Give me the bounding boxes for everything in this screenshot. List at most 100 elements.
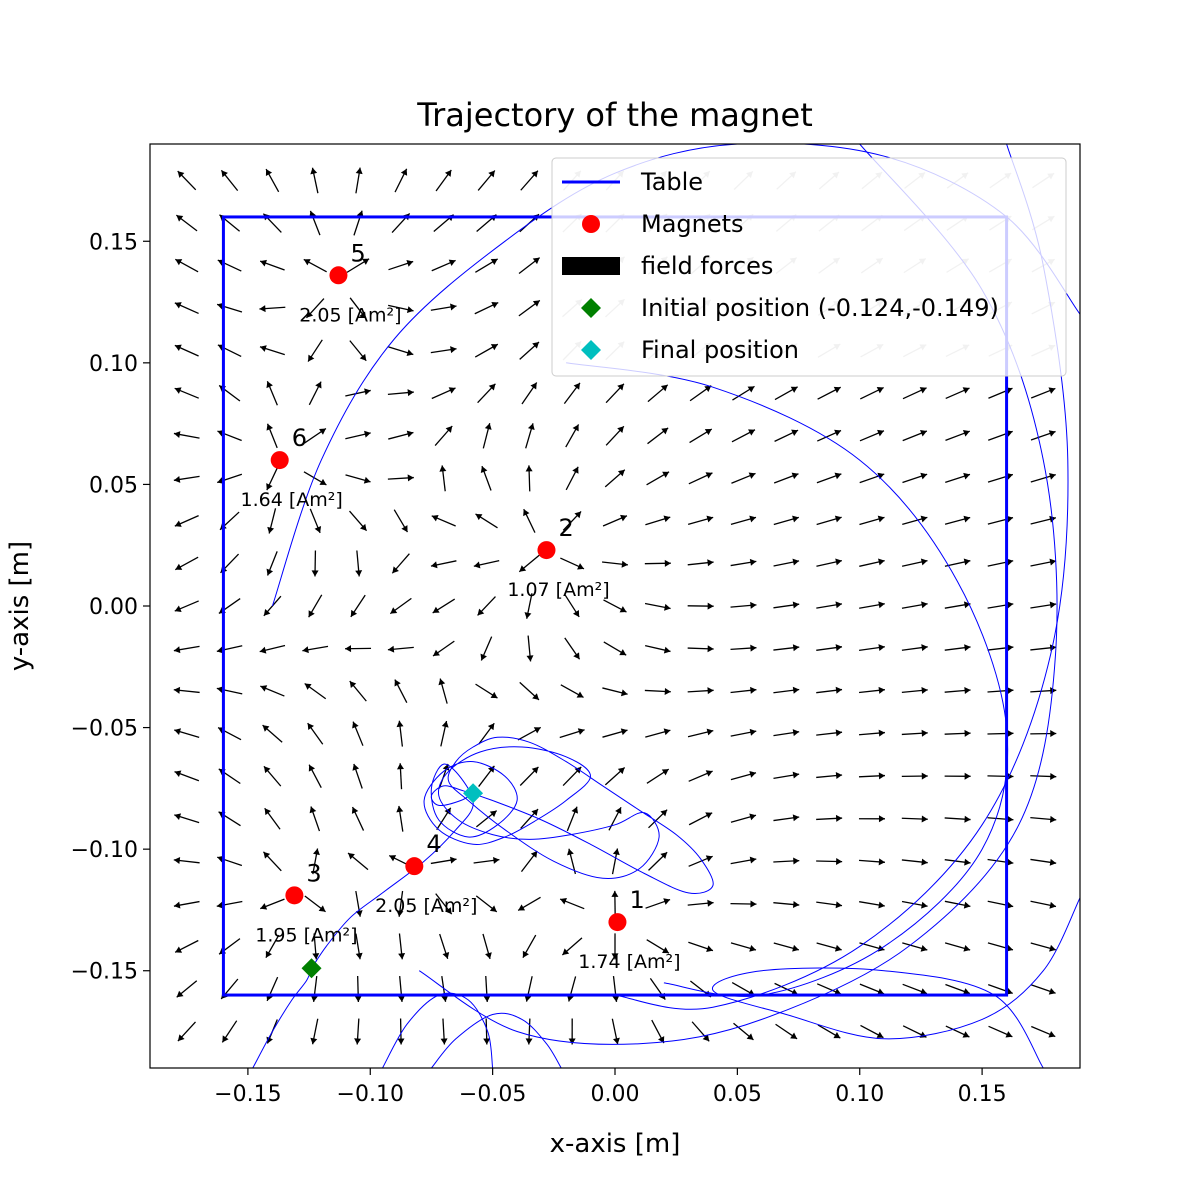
- field-arrow: [525, 1018, 533, 1045]
- field-arrow: [646, 471, 670, 486]
- field-arrow: [566, 806, 579, 832]
- field-arrow: [858, 858, 885, 866]
- field-arrow: [266, 380, 278, 406]
- field-arrow: [475, 513, 498, 529]
- legend-item: Final position: [581, 336, 799, 364]
- field-arrow: [902, 515, 928, 525]
- field-arrow: [526, 635, 534, 662]
- field-arrow: [475, 810, 498, 828]
- field-arrow: [173, 431, 200, 439]
- field-arrow: [304, 427, 327, 444]
- field-arrow: [473, 559, 500, 569]
- field-arrow: [520, 808, 539, 829]
- field-arrow: [309, 806, 321, 832]
- field-arrow: [396, 890, 404, 917]
- field-arrow: [216, 645, 243, 654]
- final-position-marker: [463, 783, 484, 804]
- field-arrow: [174, 600, 199, 612]
- magnet-5: [329, 266, 348, 285]
- magnet-1: [608, 913, 627, 932]
- field-arrow: [307, 339, 323, 362]
- field-arrow: [859, 386, 884, 400]
- field-arrow: [816, 729, 843, 737]
- field-arrow: [354, 975, 362, 1002]
- field-arrow: [477, 383, 496, 404]
- trajectory-outer-path: [252, 968, 312, 1068]
- field-arrow: [354, 1018, 362, 1045]
- field-arrow: [902, 429, 928, 442]
- field-arrow: [689, 428, 713, 444]
- field-arrow: [435, 169, 452, 192]
- field-arrow: [173, 900, 200, 909]
- legend-diamond-swatch: [581, 298, 601, 318]
- field-arrow: [312, 933, 320, 960]
- field-arrow: [310, 975, 318, 1002]
- chart-title: Trajectory of the magnet: [416, 96, 812, 134]
- field-arrow: [604, 469, 626, 488]
- field-arrow: [302, 645, 329, 654]
- field-arrow: [388, 304, 414, 314]
- field-arrow: [518, 299, 541, 317]
- markers: 1 1.74 [Am²] 2 1.07 [Am²] 3 1.95 [Am²] 4 2.05 […: [241, 239, 681, 979]
- field-arrow: [391, 553, 410, 574]
- magnet-5-moment: 2.05 [Am²]: [299, 304, 401, 326]
- field-arrow: [561, 937, 583, 956]
- field-arrow: [1030, 558, 1057, 567]
- field-arrow: [174, 813, 200, 824]
- field-arrow: [567, 848, 577, 875]
- field-arrow: [648, 851, 668, 871]
- field-arrow: [477, 596, 496, 616]
- field-arrow: [859, 983, 885, 995]
- legend-item: Initial position (-0.124,-0.149): [581, 294, 999, 322]
- field-arrow: [388, 430, 414, 440]
- field-arrow: [1030, 387, 1056, 399]
- field-arrow: [308, 594, 323, 618]
- field-arrow: [260, 685, 285, 697]
- field-arrow: [688, 472, 713, 485]
- field-arrow: [730, 771, 757, 781]
- field-arrow: [646, 939, 670, 954]
- field-arrow: [987, 558, 1014, 567]
- field-arrow: [568, 1018, 576, 1045]
- field-arrow: [773, 857, 800, 865]
- legend-label: Table: [640, 168, 703, 196]
- field-arrow: [432, 598, 456, 614]
- field-arrow: [394, 679, 408, 703]
- field-arrow: [1030, 730, 1057, 738]
- field-arrow: [945, 430, 971, 442]
- field-arrow: [439, 933, 450, 959]
- field-arrow: [687, 899, 714, 907]
- field-arrow: [304, 895, 326, 913]
- field-arrow: [173, 645, 200, 654]
- field-arrow: [611, 1018, 620, 1045]
- field-arrow: [310, 1018, 319, 1045]
- field-arrow: [945, 1025, 970, 1038]
- field-arrow: [1030, 900, 1057, 909]
- field-arrow: [859, 515, 885, 526]
- field-arrow: [605, 383, 625, 404]
- legend-bar-swatch: [562, 257, 620, 275]
- field-arrow: [944, 601, 971, 609]
- field-arrow: [355, 167, 363, 194]
- field-arrow: [263, 765, 282, 787]
- magnet-6-moment: 1.64 [Am²]: [241, 489, 343, 511]
- field-arrow: [346, 258, 370, 273]
- field-arrow: [602, 728, 628, 738]
- field-arrow: [480, 636, 493, 661]
- field-arrow: [397, 975, 405, 1002]
- field-arrow: [174, 344, 199, 357]
- field-arrow: [644, 687, 671, 695]
- field-arrow: [816, 857, 843, 865]
- field-arrow: [347, 852, 369, 871]
- field-arrow: [483, 1018, 491, 1045]
- field-arrow: [987, 815, 1014, 823]
- field-arrow: [430, 856, 457, 865]
- field-arrow: [773, 901, 800, 908]
- field-arrow: [311, 550, 319, 577]
- field-arrow: [859, 558, 885, 567]
- field-arrow: [859, 429, 885, 442]
- field-arrow: [174, 556, 199, 571]
- field-arrow: [816, 983, 842, 995]
- field-arrow: [730, 856, 757, 865]
- field-arrow: [220, 169, 239, 192]
